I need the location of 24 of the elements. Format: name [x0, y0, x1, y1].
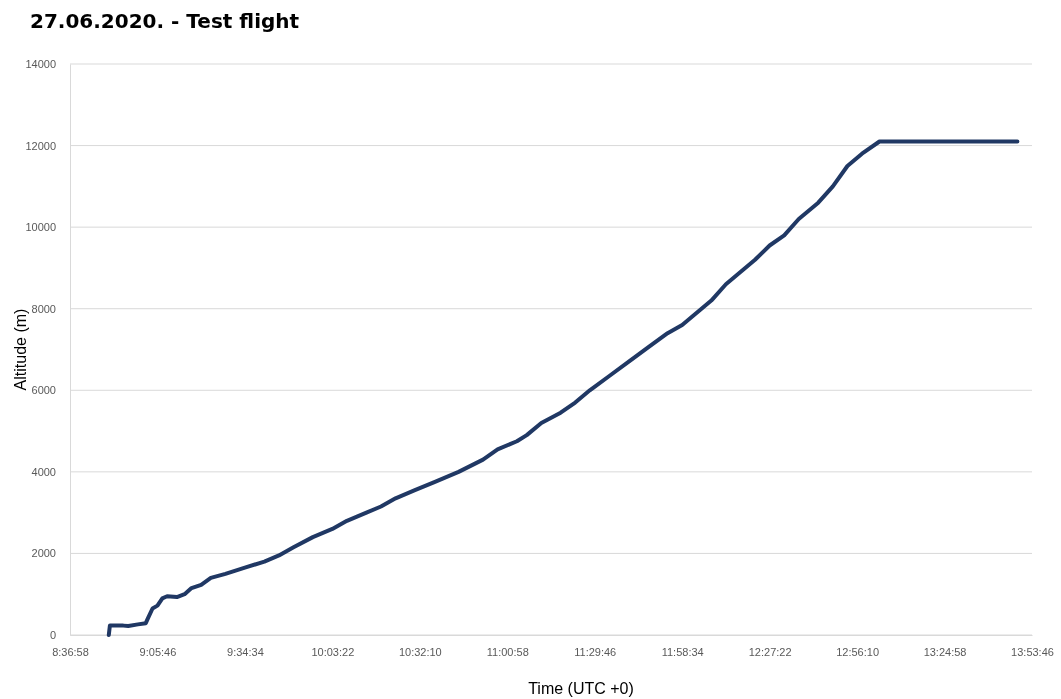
y-tick-label: 0 — [49, 629, 56, 642]
x-tick-label: 12:27:22 — [748, 645, 792, 658]
y-tick-label: 2000 — [31, 547, 56, 560]
y-tick-label: 14000 — [25, 58, 56, 71]
x-tick-label: 13:24:58 — [923, 645, 967, 658]
x-axis-title: Time (UTC +0) — [528, 680, 634, 697]
x-tick-label: 11:00:58 — [486, 645, 529, 658]
x-tick-label: 9:05:46 — [139, 645, 177, 658]
x-tick-label: 13:53:46 — [1011, 645, 1054, 658]
x-tick-label: 10:32:10 — [398, 645, 442, 658]
x-tick-label: 11:29:46 — [574, 645, 617, 658]
x-tick-label: 10:03:22 — [311, 645, 355, 658]
x-tick-label: 9:34:34 — [227, 645, 264, 658]
y-tick-label: 8000 — [31, 302, 56, 315]
x-tick-label: 8:36:58 — [52, 645, 89, 658]
chart-title: 27.06.2020. - Test flight — [30, 9, 300, 33]
x-tick-label: 11:58:34 — [661, 645, 704, 658]
y-axis-title: Altitude (m) — [12, 308, 29, 391]
y-tick-label: 12000 — [25, 139, 56, 152]
y-tick-label: 6000 — [31, 384, 56, 397]
x-tick-label: 12:56:10 — [836, 645, 879, 658]
y-tick-label: 4000 — [31, 465, 56, 478]
line-series — [106, 139, 1020, 637]
y-tick-label: 10000 — [25, 221, 56, 234]
